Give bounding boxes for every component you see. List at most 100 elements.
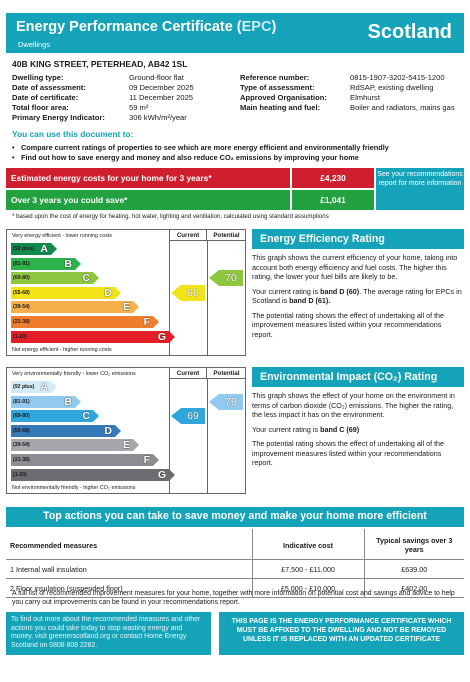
rating-band-b: (81-91) B — [11, 257, 81, 270]
rating-band-d: (55-68) D — [11, 424, 121, 437]
detail-label: Total floor area: — [12, 103, 69, 112]
detail-label: Dwelling type: — [12, 73, 64, 82]
bullet-item: Find out how to save energy and money an… — [12, 153, 462, 163]
band-range: (81-91) — [13, 260, 30, 267]
measure-cell: 1 Internal wall insulation — [6, 559, 252, 579]
potential-rating-arrow: 79 — [209, 393, 243, 410]
current-rating-arrow: 69 — [171, 408, 205, 425]
band-letter: A — [40, 243, 48, 255]
band-range: (55-68) — [13, 289, 30, 296]
details-right: Reference number: 0815-1907-3202-5415-120… — [240, 73, 462, 113]
band-letter: B — [64, 257, 72, 270]
detail-row: Main heating and fuel: Boiler and radiato… — [240, 103, 462, 113]
estimated-cost-label: Estimated energy costs for your home for… — [6, 168, 290, 188]
rating-band-c: (69-80) C — [11, 410, 99, 423]
certificate-subtitle: Dwellings — [18, 40, 51, 49]
rating-band-d: (55-68) D — [11, 286, 121, 299]
efficiency-paragraph-2: Your current rating is band D (60). The … — [252, 287, 464, 306]
detail-value: Elmhurst — [350, 93, 380, 102]
current-header: Current — [169, 368, 207, 379]
detail-value: 0815-1907-3202-5415-1200 — [350, 73, 445, 82]
average-band-text: band D (61). — [289, 296, 331, 305]
band-range: (39-54) — [13, 442, 30, 449]
detail-row: Total floor area: 59 m² — [12, 103, 237, 113]
detail-label: Reference number: — [240, 73, 310, 82]
detail-row: Date of certificate: 11 December 2025 — [12, 93, 237, 103]
energy-efficiency-chart: Very energy efficient - lower running co… — [6, 229, 246, 356]
use-document-title: You can use this document to: — [12, 129, 134, 139]
full-list-note: A full list of recommended improvement m… — [12, 590, 455, 607]
savings-value: £1,041 — [292, 190, 374, 210]
top-actions-heading: Top actions you can take to save money a… — [6, 507, 464, 527]
cost-cell: £7,500 - £11,000 — [251, 559, 364, 579]
recommended-measures-table: Recommended measures Indicative cost Typ… — [6, 529, 464, 598]
detail-value: 09 December 2025 — [129, 83, 194, 92]
band-range: (92 plus) — [13, 246, 35, 252]
rating-band-e: (39-54) E — [11, 301, 139, 314]
environmental-impact-chart: Very environmentally friendly - lower CO… — [6, 367, 246, 494]
find-out-more-box: To find out more about the recommended m… — [6, 612, 211, 655]
details-left: Dwelling type: Ground-floor flat Date of a… — [12, 73, 237, 123]
chart-top-label: Very environmentally friendly - lower CO… — [12, 371, 136, 377]
detail-label: Approved Organisation: — [240, 93, 327, 102]
measure-cell: 2 Floor insulation (suspended floor) — [6, 578, 252, 598]
potential-rating-arrow-value: 70 — [219, 270, 243, 287]
detail-value: RdSAP, existing dwelling — [350, 83, 434, 92]
band-letter: C — [82, 410, 90, 423]
detail-value: Ground-floor flat — [129, 73, 184, 82]
current-rating-arrow-value: 60 — [181, 284, 205, 301]
detail-label: Main heating and fuel: — [240, 103, 321, 112]
band-range: (1-20) — [13, 333, 27, 340]
rating-band-g: (1-20) G — [11, 468, 175, 481]
column-header: Recommended measures — [6, 529, 252, 560]
impact-rating-text: This graph shows the effect of your home… — [252, 391, 464, 473]
band-range: (81-91) — [13, 398, 30, 405]
band-range: (39-54) — [13, 304, 30, 311]
efficiency-paragraph-1: This graph shows the current efficiency … — [252, 253, 458, 281]
band-range: (92 plus) — [13, 384, 35, 390]
band-letter: E — [122, 301, 130, 314]
band-letter: G — [157, 330, 166, 343]
band-range: (21-38) — [13, 457, 30, 463]
band-range: (69-80) — [13, 275, 30, 282]
efficiency-paragraph-3: The potential rating shows the effect of… — [252, 310, 445, 339]
detail-label: Date of assessment: — [12, 83, 86, 92]
column-header: Typical savings over 3 years — [363, 529, 464, 560]
rating-band-b: (81-91) B — [11, 395, 81, 408]
savings-cell: £402.00 — [363, 578, 464, 598]
band-range: (69-80) — [13, 413, 30, 420]
potential-header: Potential — [207, 230, 246, 241]
detail-row: Dwelling type: Ground-floor flat — [12, 73, 237, 83]
current-rating-arrow-value: 69 — [181, 408, 205, 425]
impact-paragraph-2: Your current rating is band C (69) — [252, 425, 464, 435]
table-header-row: Recommended measures Indicative cost Typ… — [6, 529, 464, 560]
band-letter: E — [122, 439, 130, 452]
text-fragment: . The average rating for EPCs in Scotlan… — [252, 286, 462, 306]
column-header: Indicative cost — [251, 529, 364, 560]
detail-row: Type of assessment: RdSAP, existing dwell… — [240, 83, 462, 93]
table-row: 2 Floor insulation (suspended floor) £5,… — [6, 578, 464, 598]
detail-label: Type of assessment: — [240, 83, 315, 92]
band-letter: C — [82, 272, 90, 285]
current-rating-arrow: 60 — [171, 284, 205, 301]
savings-label: Over 3 years you could save* — [6, 190, 290, 210]
title-epc: EPC — [241, 19, 272, 35]
impact-rating-heading: Environmental Impact (CO₂) Rating — [252, 367, 464, 387]
certificate-title: Energy Performance Certificate (EPC) — [16, 19, 276, 35]
efficiency-rating-heading: Energy Efficiency Rating — [252, 229, 464, 249]
detail-row: Date of assessment: 09 December 2025 — [12, 83, 237, 93]
bullet-item: Compare current ratings of properties to… — [12, 143, 462, 153]
band-range: (55-68) — [13, 427, 30, 434]
band-letter: D — [104, 286, 112, 299]
use-document-bullets: Compare current ratings of properties to… — [12, 143, 462, 163]
certificate-header: Energy Performance Certificate (EPC) Dwe… — [6, 13, 464, 53]
current-band-text: band C (69) — [320, 424, 360, 434]
detail-value: 59 m² — [129, 103, 149, 112]
rating-band-f: (21-38) F — [11, 316, 159, 328]
band-letter: D — [104, 424, 112, 437]
band-letter: A — [40, 381, 48, 393]
title-text-pre: Energy Performance Certificate ( — [16, 19, 242, 35]
band-letter: F — [143, 454, 150, 466]
detail-value: 11 December 2025 — [129, 93, 194, 102]
potential-header: Potential — [207, 368, 246, 379]
